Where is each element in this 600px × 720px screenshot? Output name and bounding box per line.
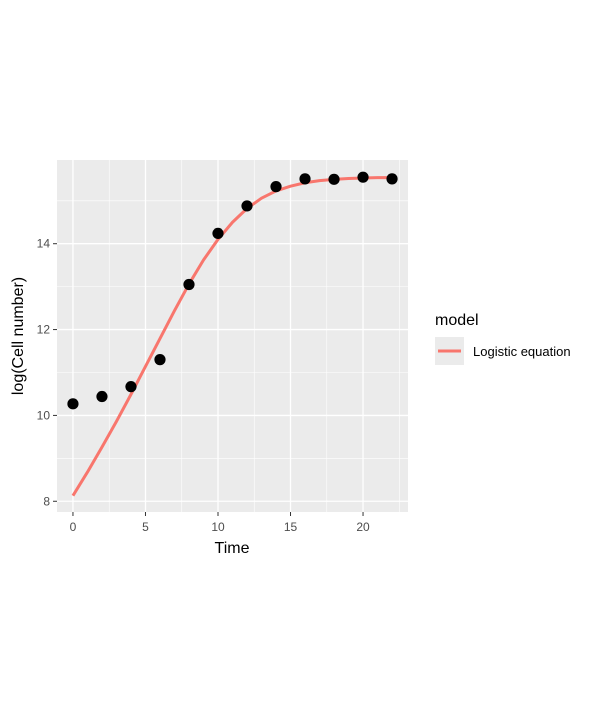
data-point <box>270 181 282 193</box>
data-point <box>241 200 253 212</box>
data-point <box>183 278 195 291</box>
y-tick-label: 10 <box>37 408 51 422</box>
x-axis-title: Time <box>215 540 250 557</box>
legend-entry-logistic: Logistic equation <box>473 344 571 359</box>
y-tick-label: 8 <box>43 494 50 508</box>
data-point <box>299 173 311 185</box>
grid <box>57 160 408 512</box>
x-tick-label: 10 <box>211 520 225 534</box>
legend-title: model <box>435 312 479 329</box>
data-point <box>357 171 369 183</box>
points-layer <box>67 171 398 410</box>
y-tick-label: 12 <box>37 323 51 337</box>
data-point <box>125 381 137 393</box>
data-point <box>386 173 398 185</box>
axes: 0 5 10 15 20 8 10 12 14 <box>37 237 370 534</box>
plot-panel <box>57 160 408 512</box>
data-point <box>154 354 166 366</box>
data-point <box>328 173 340 185</box>
y-tick-label: 14 <box>37 237 51 251</box>
data-point <box>67 398 79 410</box>
x-tick-label: 5 <box>142 520 149 534</box>
x-tick-label: 15 <box>284 520 298 534</box>
x-tick-label: 20 <box>356 520 370 534</box>
legend: model Logistic equation <box>435 312 571 365</box>
data-point <box>96 390 108 403</box>
x-tick-label: 0 <box>70 520 77 534</box>
y-axis-title: log(Cell number) <box>10 277 27 395</box>
data-point <box>212 227 224 240</box>
